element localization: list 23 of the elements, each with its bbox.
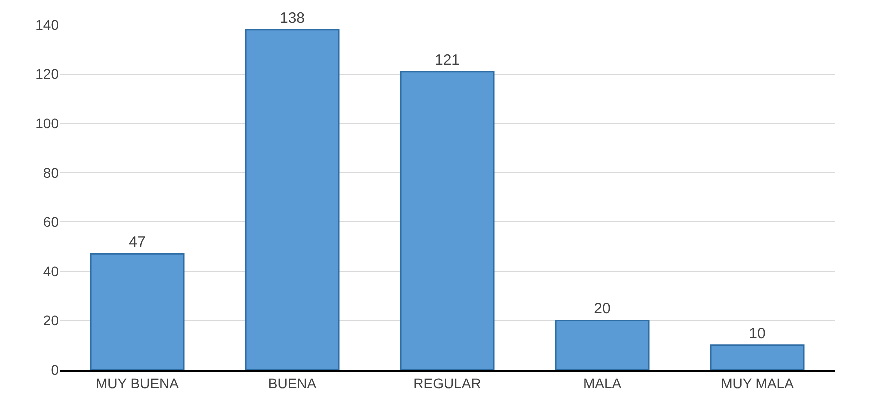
data-label: 47 — [129, 234, 146, 252]
y-tick-label: 20 — [43, 312, 60, 329]
bar — [400, 71, 495, 370]
x-tick-label: REGULAR — [414, 376, 482, 392]
y-tick-label: 0 — [51, 362, 60, 378]
data-label: 138 — [280, 10, 306, 27]
y-tick-label: 80 — [43, 164, 60, 181]
y-tick-label: 120 — [36, 66, 60, 82]
data-label: 20 — [594, 300, 611, 318]
y-tick-label: 100 — [36, 115, 60, 132]
bar — [90, 253, 185, 370]
x-tick-label: BUENA — [268, 376, 318, 392]
y-tick-label: 60 — [43, 214, 60, 230]
x-tick-label: MUY BUENA — [96, 376, 180, 392]
x-tick-label: MUY MALA — [721, 376, 795, 392]
bar — [245, 29, 340, 370]
y-tick-label: 140 — [36, 16, 60, 33]
x-tick-label: MALA — [583, 376, 622, 392]
data-label: 10 — [749, 325, 766, 342]
bar — [555, 320, 650, 370]
y-tick-label: 40 — [43, 263, 60, 280]
bar — [710, 344, 805, 370]
data-label: 121 — [434, 52, 460, 69]
